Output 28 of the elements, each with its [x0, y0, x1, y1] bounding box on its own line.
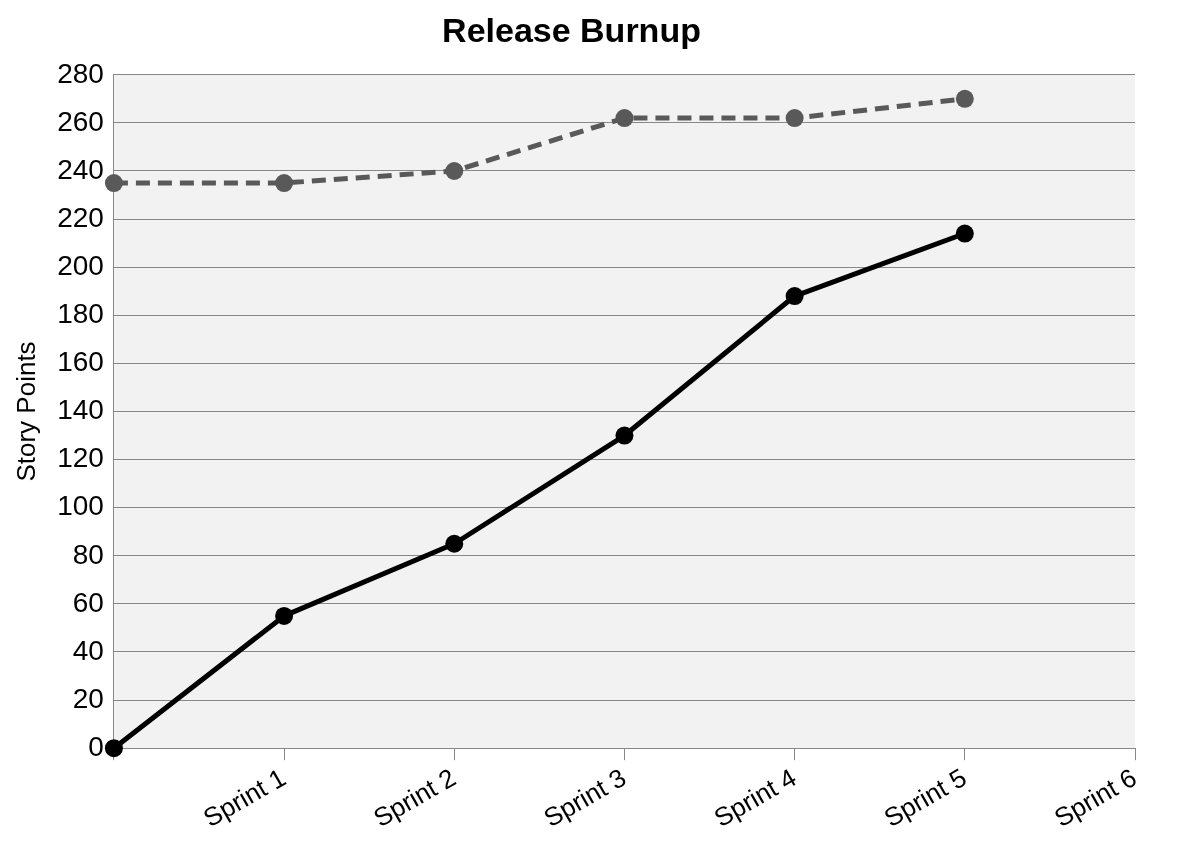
point	[615, 109, 634, 128]
y-tick-label: 260	[57, 105, 104, 137]
point	[955, 224, 974, 243]
point	[104, 174, 123, 193]
point	[445, 534, 464, 553]
y-tick-label: 240	[57, 153, 104, 185]
y-tick-label: 0	[88, 730, 104, 762]
y-tick-label: 220	[57, 201, 104, 233]
point	[275, 174, 294, 193]
y-tick-label: 120	[57, 442, 104, 474]
y-tick-label: 20	[72, 682, 104, 714]
y-tick-label: 160	[57, 346, 104, 378]
y-tick-label: 280	[57, 57, 104, 89]
point	[785, 109, 804, 128]
y-tick-label: 60	[72, 586, 104, 618]
y-tick-label: 80	[72, 538, 104, 570]
point	[785, 287, 804, 306]
y-axis-title: Story Points	[10, 341, 41, 482]
y-tick-label: 140	[57, 394, 104, 426]
point	[445, 162, 464, 180]
point	[275, 606, 294, 625]
y-tick-label: 40	[72, 634, 104, 666]
y-tick-label: 180	[57, 298, 104, 330]
point	[615, 426, 634, 445]
point	[955, 89, 974, 108]
y-tick-label: 100	[57, 490, 104, 522]
chart-title: Release Burnup	[442, 10, 701, 49]
y-tick-label: 200	[57, 249, 104, 281]
